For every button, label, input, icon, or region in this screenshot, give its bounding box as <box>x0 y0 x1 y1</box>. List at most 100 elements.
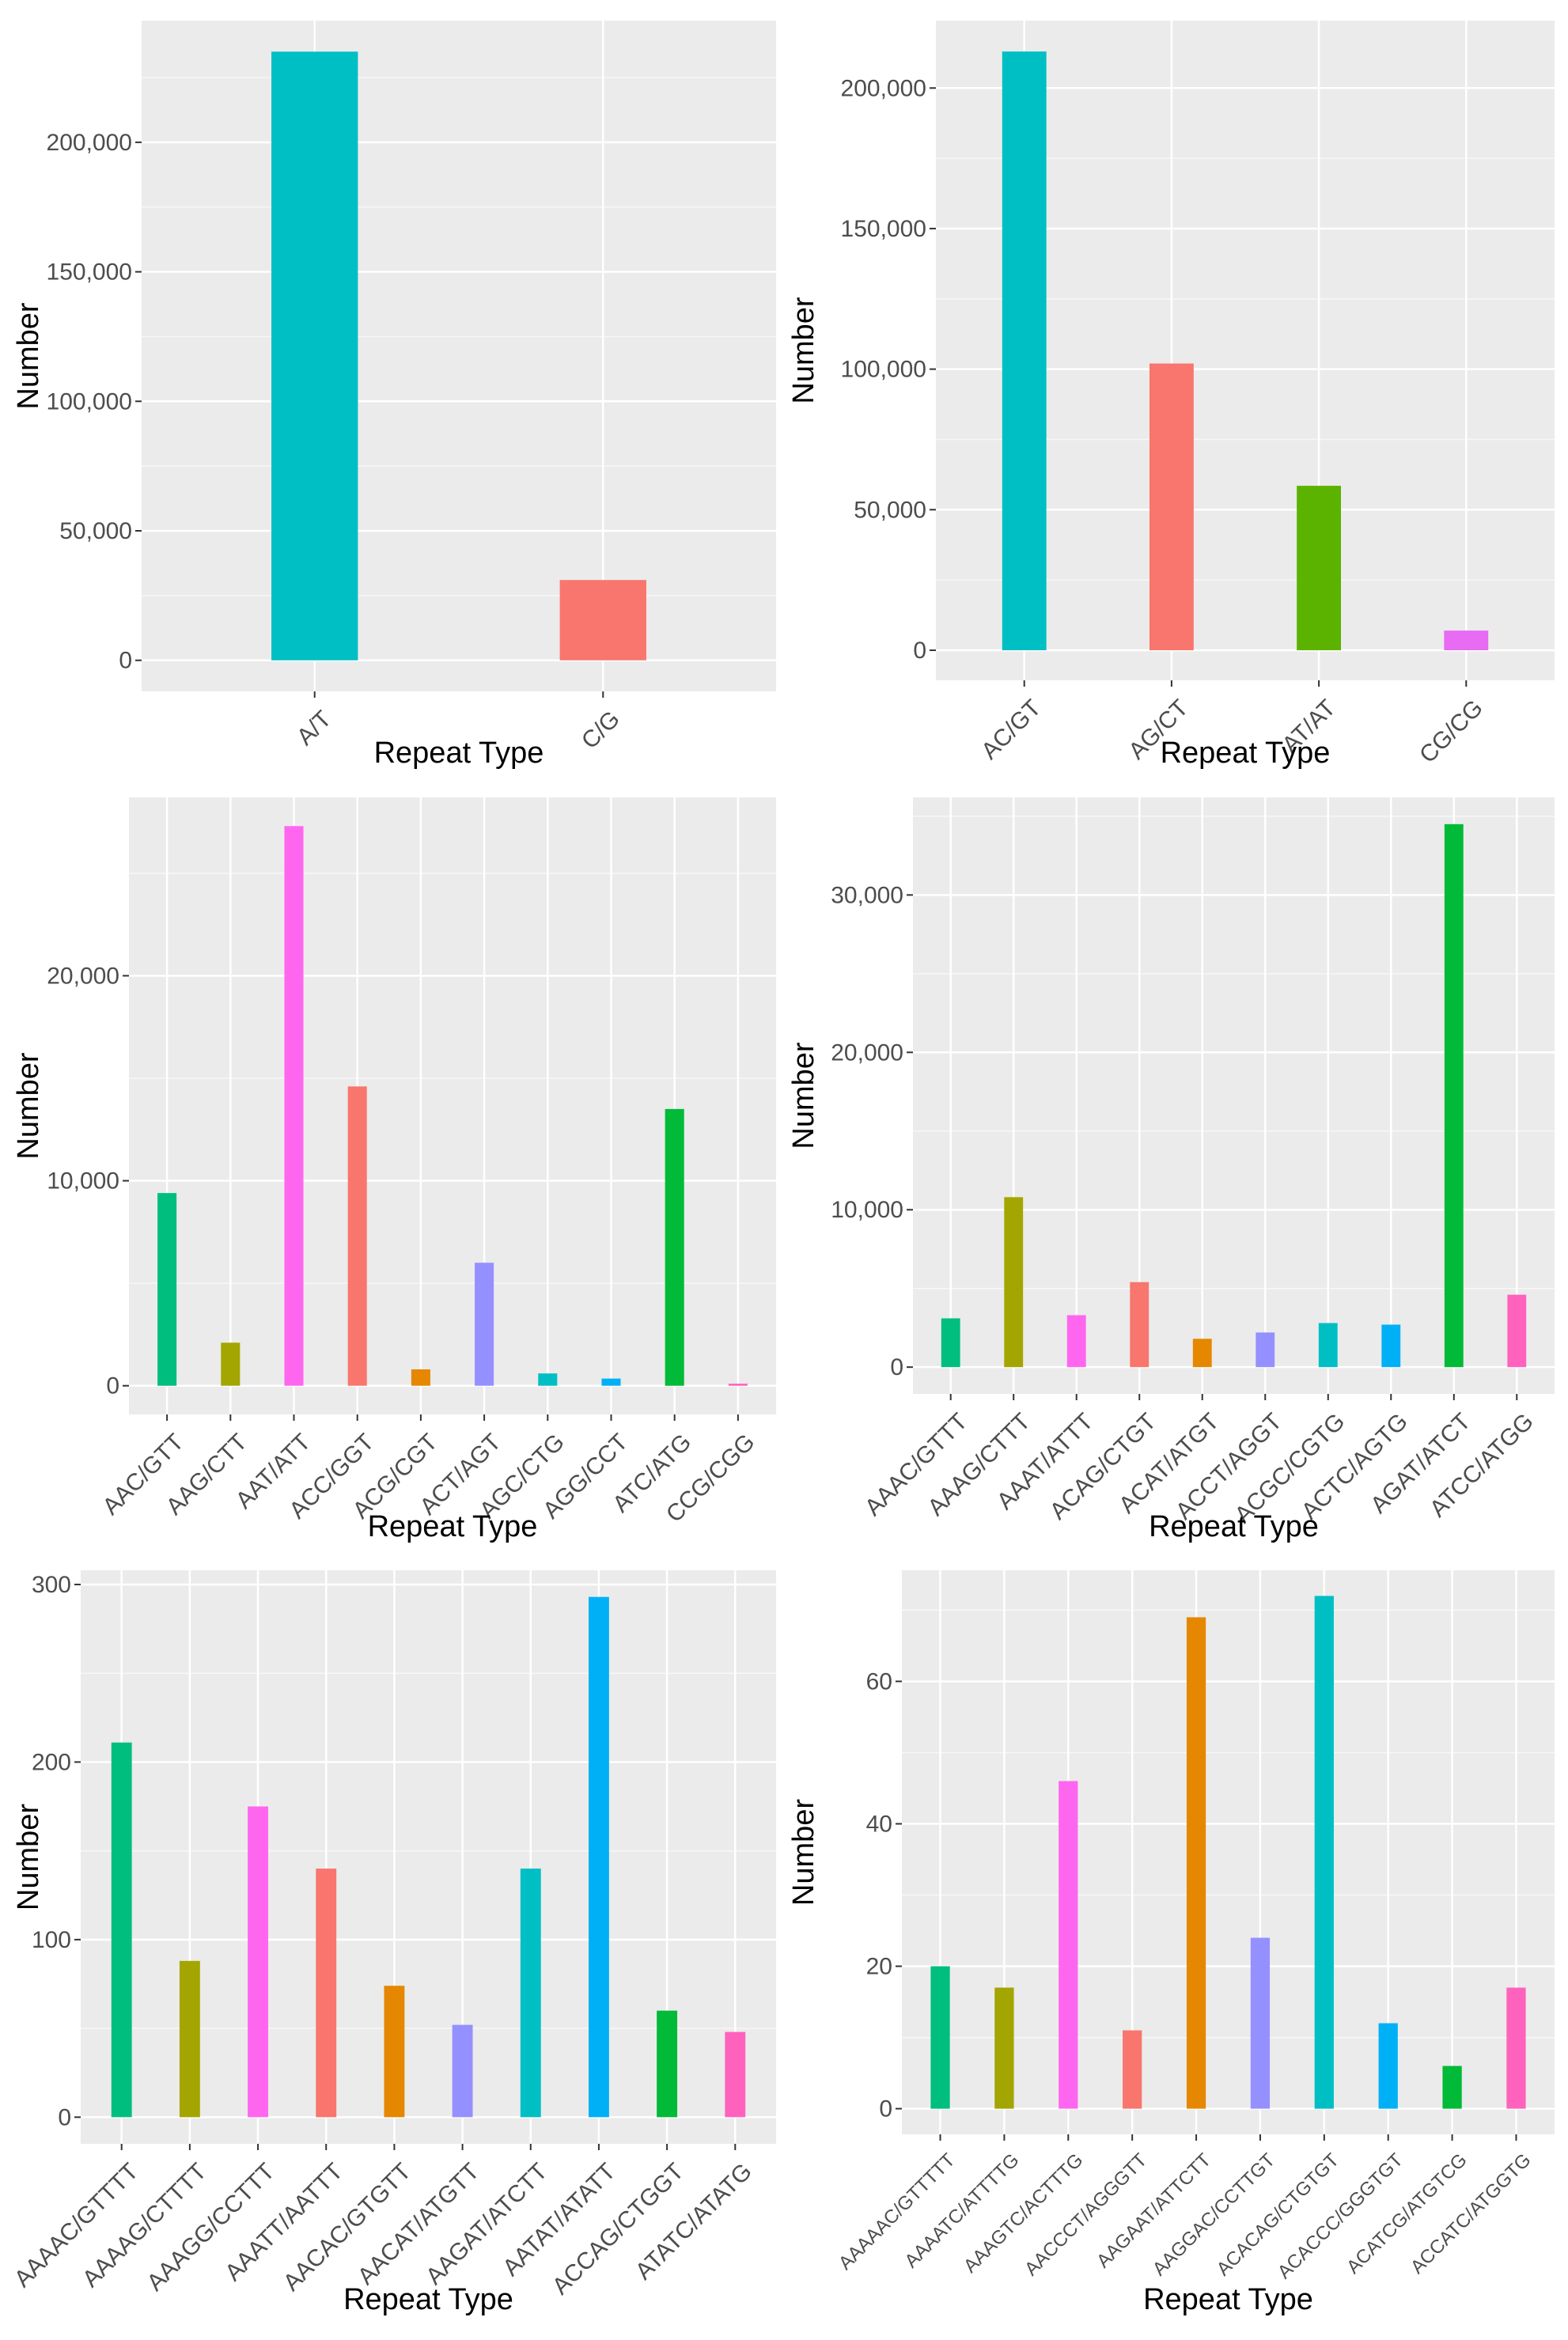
bar-agc-ctg <box>538 1373 558 1386</box>
bar-atcc-atgg <box>1507 1294 1527 1368</box>
x-tick-label: CG/CG <box>1415 695 1488 768</box>
bar-aacac-gtgtt <box>384 1986 405 2118</box>
x-tick-label: AAAAAC/GTTTTT <box>835 2149 960 2274</box>
y-tick-label: 0 <box>58 2104 71 2130</box>
bar-at-at <box>1297 486 1342 650</box>
bar-acgc-cgtg <box>1318 1323 1338 1368</box>
y-tick-label: 0 <box>879 2096 892 2122</box>
y-tick-label: 40 <box>866 1811 892 1837</box>
x-tick-label: AAATT/AATTT <box>220 2158 348 2286</box>
y-axis-title: Number <box>12 1052 45 1159</box>
x-axis-title: Repeat Type <box>1161 736 1331 770</box>
bar-aaag-cttt <box>1004 1197 1024 1368</box>
bar-aaat-attt <box>1066 1315 1086 1368</box>
y-axis-title: Number <box>787 297 820 403</box>
y-tick-label: 150,000 <box>47 259 132 286</box>
y-tick-label: 0 <box>913 638 926 664</box>
bar-acacag-ctgtgt <box>1314 1596 1334 2109</box>
y-tick-label: 20,000 <box>831 1039 903 1066</box>
bar-aaaaac-gttttt <box>930 1966 950 2109</box>
bar-accatc-atggtg <box>1506 1987 1526 2109</box>
y-tick-label: 100,000 <box>47 388 132 415</box>
x-tick-label: AAGAT/ATCTT <box>421 2158 552 2289</box>
bar-acag-ctgt <box>1130 1282 1149 1368</box>
bar-act-agt <box>475 1263 494 1386</box>
y-tick-label: 0 <box>106 1373 119 1399</box>
bar-c-g <box>559 580 646 661</box>
x-tick-label: AAGGAC/CCTTGT <box>1149 2149 1279 2280</box>
bar-aaaatc-attttg <box>994 1987 1014 2109</box>
y-tick-label: 100,000 <box>841 357 926 383</box>
x-tick-label: ACACCC/GGGTGT <box>1274 2149 1407 2283</box>
x-tick-label: AAAAC/GTTTT <box>9 2158 143 2292</box>
y-tick-label: 60 <box>866 1668 892 1694</box>
y-tick-label: 30,000 <box>831 882 903 908</box>
y-tick-label: 150,000 <box>841 216 926 242</box>
bar-aac-gtt <box>157 1193 177 1386</box>
y-tick-label: 50,000 <box>854 497 926 523</box>
bar-aag-ctt <box>221 1342 241 1386</box>
y-tick-label: 0 <box>119 648 132 674</box>
x-axis-title: Repeat Type <box>368 1510 538 1543</box>
bar-agg-cct <box>601 1378 621 1386</box>
bar-acatcg-atgtcg <box>1442 2065 1462 2109</box>
bar-ccg-cgg <box>728 1384 748 1386</box>
bar-aaccct-agggtt <box>1123 2030 1142 2109</box>
y-tick-label: 10,000 <box>831 1197 903 1223</box>
bar-aat-att <box>284 826 304 1386</box>
bar-acct-aggt <box>1256 1332 1275 1368</box>
y-tick-label: 100 <box>32 1927 71 1953</box>
bar-acat-atgt <box>1192 1338 1212 1368</box>
y-tick-label: 300 <box>32 1572 71 1598</box>
chart-panel-4: 010,00020,00030,000AAAC/GTTTAAAG/CTTTAAA… <box>787 797 1555 1543</box>
y-axis-title: Number <box>12 1804 45 1910</box>
bar-cg-cg <box>1444 630 1489 650</box>
plot-background <box>142 21 776 691</box>
x-tick-label: AAAGTC/ACTTTG <box>960 2149 1087 2277</box>
x-tick-label: AAAAG/CTTTT <box>78 2158 211 2292</box>
bar-acaccc-gggtgt <box>1378 2023 1398 2109</box>
bar-atc-atg <box>665 1108 684 1386</box>
y-tick-label: 20,000 <box>47 963 119 989</box>
bar-agat-atct <box>1444 824 1464 1368</box>
x-tick-label: ACATCG/ATGTCG <box>1343 2149 1471 2278</box>
x-tick-label: ATATC/ATATG <box>631 2158 757 2285</box>
bar-accag-ctggt <box>657 2010 678 2118</box>
x-tick-label: AC/GT <box>976 695 1046 764</box>
bar-a-t <box>271 51 358 661</box>
chart-panel-5: 0 100 200 300 AAAAC/GTTTTAAAAG/CTTTTAAAGG/CC… <box>9 1570 776 2316</box>
y-axis-title: Number <box>12 302 45 409</box>
y-tick-label: 50,000 <box>59 518 132 544</box>
bar-aaatt-aattt <box>316 1869 337 2118</box>
x-tick-label: AAAGG/CCTTT <box>142 2158 280 2296</box>
y-tick-label: 20 <box>866 1954 892 1980</box>
bar-aaggac-ccttgt <box>1250 1937 1271 2109</box>
bar-aaaag-ctttt <box>179 1960 200 2118</box>
x-axis-title: Repeat Type <box>343 2283 513 2316</box>
bar-aaagg-ccttt <box>248 1806 268 2118</box>
x-tick-label: AAAATC/ATTTTG <box>900 2149 1023 2272</box>
bar-aaac-gttt <box>941 1318 960 1368</box>
chart-panel-3: 010,00020,000AAC/GTTAAG/CTTAAT/ATTACC/GG… <box>12 797 776 1543</box>
chart-panel-6: 0 20 40 60 AAAAAC/GTTTTTAAAATC/ATTTTGAAAGTC/… <box>787 1570 1555 2316</box>
bar-aaagtc-actttg <box>1059 1781 1078 2109</box>
bar-actc-agtg <box>1381 1324 1401 1368</box>
bar-aagaat-attctt <box>1186 1617 1206 2109</box>
x-tick-label: ACACAG/CTGTGT <box>1213 2149 1343 2280</box>
bar-aatat-atatt <box>589 1596 609 2118</box>
chart-panel-1: 0 50,000 100,000 150,000 200,000 A/T C/G Repeat… <box>12 21 776 770</box>
y-tick-label: 10,000 <box>47 1168 119 1195</box>
x-tick-label: A/T <box>292 706 336 750</box>
bar-aaaac-gtttt <box>111 1742 132 2118</box>
y-tick-label: 200,000 <box>47 130 132 156</box>
y-tick-label: 200 <box>32 1749 71 1775</box>
x-tick-label: AAGAAT/ATTCTT <box>1093 2149 1215 2272</box>
x-axis-title: Repeat Type <box>1143 2283 1313 2316</box>
bar-atatc-atatg <box>725 2031 746 2118</box>
bar-ag-ct <box>1149 363 1194 650</box>
y-tick-label: 0 <box>890 1354 903 1380</box>
x-tick-label: AACAC/GTGTT <box>278 2158 416 2296</box>
bar-aagat-atctt <box>520 1869 541 2118</box>
y-axis-title: Number <box>787 1042 820 1149</box>
